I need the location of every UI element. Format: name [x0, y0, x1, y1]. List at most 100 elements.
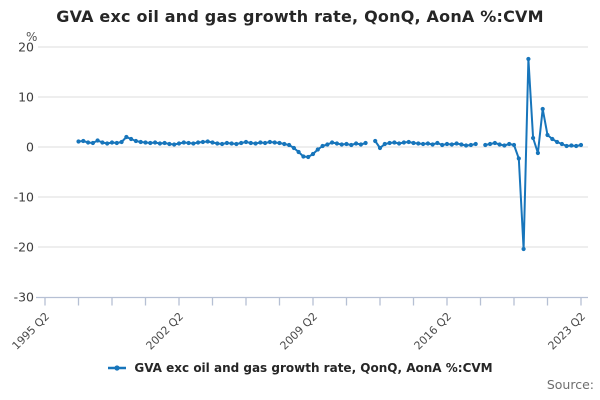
y-tick-label: 0 — [26, 140, 34, 155]
plot-area: 20 10 0 -10 -20 -30 1995 Q2 2002 Q2 2009 Q2 2016 … — [10, 40, 589, 353]
data-point-marker — [401, 140, 406, 145]
data-point-marker — [497, 142, 502, 147]
data-point-marker — [334, 141, 339, 146]
data-point-marker — [148, 140, 153, 146]
data-point-marker — [425, 141, 430, 146]
data-point-marker — [176, 141, 182, 146]
data-point-marker — [229, 141, 234, 146]
data-point-marker — [243, 139, 249, 145]
x-tick-label: 2009 Q2 — [278, 310, 321, 353]
data-point-marker — [282, 141, 287, 147]
data-point-marker — [272, 140, 277, 145]
data-point-marker — [253, 141, 258, 146]
data-point-marker — [488, 141, 493, 147]
data-point-marker — [181, 140, 186, 145]
data-point-marker — [129, 136, 134, 142]
data-point-marker — [267, 139, 272, 145]
data-point-marker — [392, 140, 397, 145]
y-tick-label: -10 — [14, 190, 34, 205]
data-point-marker — [535, 150, 541, 156]
x-tick-label: 2002 Q2 — [144, 310, 187, 353]
data-point-marker — [511, 142, 517, 148]
data-point-marker — [358, 142, 363, 147]
data-point-marker — [119, 139, 124, 145]
data-point-marker — [263, 140, 268, 146]
data-point-marker — [172, 142, 177, 147]
data-point-marker — [578, 142, 584, 148]
data-point-marker — [559, 141, 565, 147]
data-point-marker — [205, 139, 210, 144]
data-point-marker — [258, 140, 263, 145]
data-point-marker — [200, 139, 205, 145]
data-point-marker — [454, 141, 459, 146]
legend-line-marker-icon — [107, 361, 127, 375]
data-point-marker — [224, 140, 229, 146]
data-point-marker — [377, 145, 383, 151]
data-point-marker — [416, 141, 421, 146]
data-point-marker — [124, 134, 129, 140]
data-point-marker — [330, 140, 335, 145]
data-point-marker — [468, 142, 473, 148]
data-point-marker — [555, 139, 560, 145]
data-point-marker — [310, 151, 316, 157]
data-point-marker — [95, 138, 100, 143]
data-point-marker — [296, 149, 301, 155]
series-line — [374, 140, 477, 149]
data-point-marker — [277, 140, 282, 146]
data-point-marker — [81, 138, 86, 144]
data-point-marker — [574, 143, 579, 149]
data-point-marker — [215, 141, 220, 146]
data-point-marker — [157, 141, 162, 146]
data-point-marker — [531, 135, 536, 141]
data-point-marker — [406, 139, 411, 145]
data-point-marker — [430, 142, 435, 147]
y-tick-label: -30 — [14, 290, 34, 305]
legend: GVA exc oil and gas growth rate, QonQ, A… — [0, 361, 600, 375]
data-point-marker — [444, 141, 450, 147]
data-point-marker — [100, 140, 105, 145]
data-point-marker — [464, 143, 469, 148]
data-point-marker — [545, 132, 550, 138]
data-point-marker — [291, 145, 296, 151]
data-point-marker — [502, 143, 507, 148]
x-tick-label: 1995 Q2 — [10, 310, 53, 353]
data-point-marker — [440, 142, 445, 148]
data-point-marker — [191, 141, 196, 146]
data-point-marker — [90, 140, 95, 146]
data-point-marker — [397, 141, 402, 146]
data-point-marker — [153, 140, 158, 145]
data-point-marker — [234, 141, 239, 147]
source-label: Source: — [546, 377, 594, 392]
data-point-marker — [301, 154, 306, 159]
data-point-marker — [363, 140, 368, 146]
data-point-marker — [133, 138, 138, 144]
data-point-marker — [387, 140, 392, 146]
y-tick-label: 20 — [18, 40, 34, 55]
data-point-marker — [449, 142, 454, 147]
y-tick-label: -20 — [14, 240, 34, 255]
data-point-marker — [315, 147, 320, 152]
data-point-marker — [473, 141, 478, 147]
data-point-marker — [320, 143, 325, 149]
y-tick-label: 10 — [18, 90, 34, 105]
data-point-marker — [186, 140, 191, 146]
data-point-marker — [196, 140, 201, 145]
data-point-marker — [306, 154, 311, 160]
x-tick-label: 2016 Q2 — [412, 310, 455, 353]
chart-title: GVA exc oil and gas growth rate, QonQ, A… — [56, 7, 544, 26]
data-point-marker — [421, 141, 426, 147]
data-point-marker — [382, 141, 387, 147]
data-point-marker — [526, 56, 531, 62]
legend-label: GVA exc oil and gas growth rate, QonQ, A… — [134, 361, 493, 375]
data-point-marker — [114, 140, 119, 146]
data-point-marker — [564, 143, 569, 149]
data-point-marker — [167, 141, 172, 147]
data-point-marker — [507, 141, 512, 147]
data-point-marker — [162, 140, 167, 146]
data-point-marker — [138, 139, 143, 145]
data-point-marker — [516, 156, 521, 161]
x-tick-label: 2023 Q2 — [546, 310, 589, 353]
data-point-marker — [239, 140, 244, 146]
y-axis-unit-label: % — [26, 30, 38, 44]
